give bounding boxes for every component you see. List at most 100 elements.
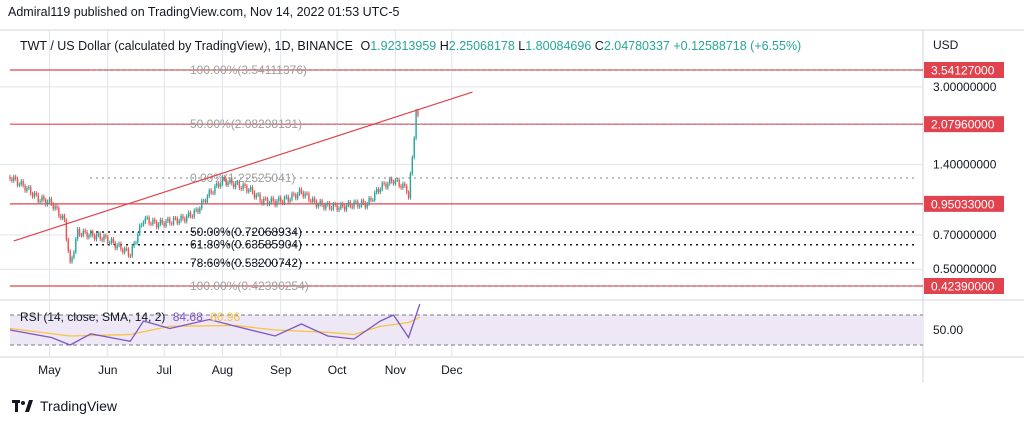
candle-body: [180, 215, 182, 221]
candle-body: [75, 238, 77, 253]
fib-level-label: 100.00%(3.54111376): [190, 63, 307, 77]
candle-body: [285, 196, 288, 198]
candle-body: [227, 182, 229, 185]
candle-body: [107, 236, 109, 244]
candle-body: [202, 200, 205, 202]
candle-body: [133, 243, 135, 246]
candle-body: [357, 201, 359, 207]
candle-body: [204, 200, 207, 203]
candle-body: [99, 233, 101, 239]
candle-body: [186, 216, 188, 222]
candle-body: [321, 200, 323, 205]
candle-body: [199, 208, 201, 213]
x-tick-label: Jun: [98, 363, 117, 377]
candle-body: [398, 179, 400, 187]
candle-body: [11, 178, 13, 181]
candle-body: [296, 193, 299, 199]
candle-body: [52, 203, 54, 209]
candle-body: [364, 203, 367, 208]
candle-body: [170, 223, 173, 225]
candle-body: [238, 182, 241, 188]
candle-body: [41, 196, 43, 201]
price-badge: [924, 116, 1004, 133]
candle-body: [385, 183, 387, 188]
candle-body: [377, 189, 380, 193]
candle-body: [415, 110, 417, 139]
candle-body: [150, 223, 152, 225]
candle-body: [197, 209, 199, 213]
candle-body: [46, 201, 49, 205]
candle-body: [313, 198, 316, 202]
low-value: 1.80084696: [525, 39, 592, 53]
candle-body: [351, 206, 353, 208]
price-badge-label: 0.95033000: [931, 197, 995, 211]
x-tick-label: Dec: [441, 363, 462, 377]
candle-body: [14, 176, 17, 179]
candle-body: [118, 243, 120, 246]
candle-body: [379, 189, 382, 193]
candle-body: [93, 235, 96, 240]
candle-body: [332, 203, 335, 210]
candle-body: [84, 230, 86, 233]
price-badge-label: 2.07960000: [931, 118, 995, 132]
candle-body: [29, 187, 32, 194]
candle-body: [22, 181, 24, 186]
candle-body: [123, 248, 126, 253]
candle-body: [242, 184, 244, 189]
candle-body: [261, 200, 263, 204]
candle-body: [268, 202, 271, 205]
candle-body: [315, 201, 318, 207]
price-badge-label: 0.42390000: [931, 280, 995, 294]
rsi-band: [10, 314, 923, 346]
candle-body: [76, 229, 79, 239]
candle-body: [233, 183, 235, 188]
candle-body: [362, 200, 365, 204]
candle-body: [191, 216, 194, 218]
candle-body: [201, 200, 203, 209]
candle-body: [240, 187, 242, 189]
candle-body: [293, 193, 295, 195]
candle-body: [28, 187, 30, 189]
candle-body: [325, 204, 327, 209]
fib-level-label: 61.80%(0.63585904): [190, 238, 302, 252]
rsi-header: RSI (14, close, SMA, 14, 2) 84.68 66.96: [20, 310, 240, 324]
candle-body: [231, 179, 233, 184]
candle-body: [71, 257, 73, 262]
candle-body: [73, 252, 75, 258]
candle-body: [65, 220, 68, 240]
candle-body: [300, 189, 303, 193]
candle-body: [389, 178, 391, 184]
candle-body: [319, 200, 321, 205]
candle-body: [372, 200, 374, 202]
candle-body: [176, 218, 179, 224]
candle-body: [342, 203, 344, 207]
high-value: 2.25068178: [448, 39, 515, 53]
candle-body: [63, 215, 66, 221]
candle-body: [163, 223, 165, 227]
candle-body: [37, 194, 39, 202]
candle-body: [35, 193, 38, 195]
open-value: 1.92313959: [370, 39, 437, 53]
close-label: C: [594, 39, 604, 53]
candle-body: [174, 218, 177, 220]
candle-body: [368, 198, 370, 204]
y-tick-label: 0.50000000: [933, 262, 997, 276]
candle-body: [396, 179, 398, 181]
candle-body: [355, 201, 357, 203]
candle-body: [125, 248, 128, 250]
candle-body: [338, 208, 340, 211]
candle-body: [302, 192, 304, 197]
candle-body: [264, 198, 267, 200]
candle-body: [97, 233, 100, 236]
candle-body: [18, 184, 21, 186]
candle-body: [187, 212, 190, 217]
candle-body: [278, 197, 280, 201]
candle-body: [20, 181, 22, 185]
candle-body: [263, 198, 265, 204]
rsi-value: 84.68: [172, 310, 203, 324]
candle-body: [157, 224, 160, 228]
candle-body: [178, 220, 180, 224]
candle-body: [223, 177, 226, 180]
candle-body: [161, 219, 163, 224]
